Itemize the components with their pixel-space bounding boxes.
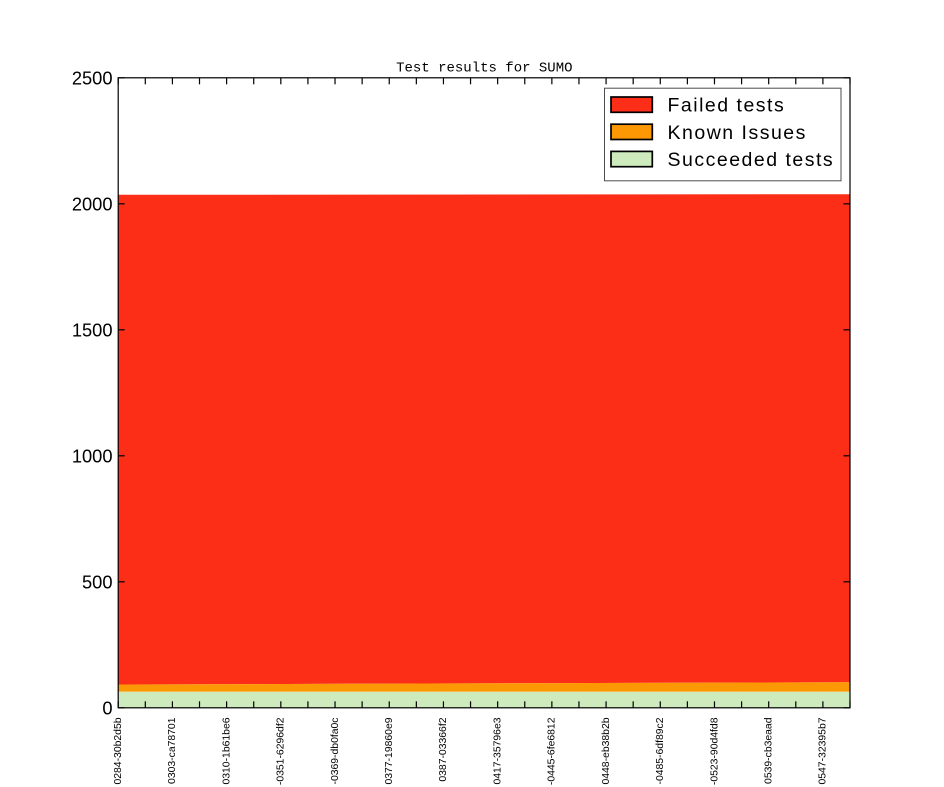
svg-text:-0523-90d4fd8: -0523-90d4fd8	[709, 717, 720, 785]
svg-text:2500: 2500	[72, 68, 113, 89]
svg-text:0539-cb3eaad: 0539-cb3eaad	[763, 717, 774, 784]
svg-text:Test results for SUMO: Test results for SUMO	[396, 61, 572, 77]
svg-text:0417-35796e3: 0417-35796e3	[492, 717, 503, 784]
svg-text:Known Issues: Known Issues	[668, 122, 807, 144]
svg-text:0303-ca78701: 0303-ca78701	[167, 717, 178, 784]
svg-text:0310-1b61be6: 0310-1b61be6	[221, 717, 232, 784]
svg-text:-0445-6fe6812: -0445-6fe6812	[547, 717, 558, 785]
svg-text:0377-19860e9: 0377-19860e9	[384, 717, 395, 784]
svg-text:1000: 1000	[72, 446, 113, 467]
svg-text:0: 0	[102, 698, 112, 719]
svg-text:500: 500	[82, 572, 113, 593]
svg-text:0284-30b2d5b: 0284-30b2d5b	[113, 717, 124, 784]
svg-text:0547-32395b7: 0547-32395b7	[818, 717, 829, 784]
svg-text:1500: 1500	[72, 320, 113, 341]
svg-text:0448-eb38b2b: 0448-eb38b2b	[601, 717, 612, 784]
svg-text:2000: 2000	[72, 194, 113, 215]
svg-text:-0485-6df89c2: -0485-6df89c2	[655, 717, 666, 784]
svg-text:Succeeded tests: Succeeded tests	[668, 149, 835, 171]
svg-text:-0369-db0fa0c: -0369-db0fa0c	[330, 718, 341, 785]
svg-text:-0351-6296df2: -0351-6296df2	[276, 717, 287, 785]
svg-text:0387-03366f2: 0387-03366f2	[438, 717, 449, 781]
svg-text:Failed tests: Failed tests	[668, 95, 786, 117]
